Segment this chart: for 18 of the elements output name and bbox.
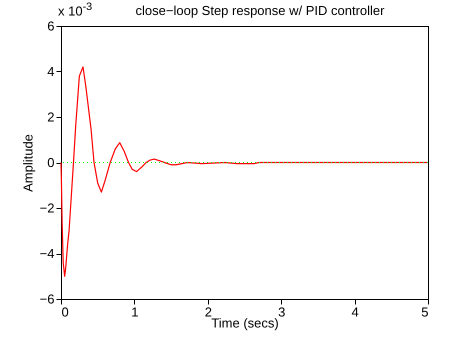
x-tick-label: 3 (278, 304, 286, 320)
y-tick-label: 0 (47, 155, 54, 170)
x-tick-label: 2 (204, 304, 212, 320)
y-tick-label: 4 (47, 64, 54, 79)
y-tick-label: −2 (40, 200, 54, 216)
y-tick-label: −4 (40, 246, 54, 261)
y-axis-title: Amplitude (20, 134, 36, 192)
chart-title: close−loop Step response w/ PID controller (134, 3, 386, 18)
x-tick-label: 1 (131, 304, 139, 320)
y-tick-label: 6 (47, 18, 54, 34)
x-tick-label: 0 (62, 304, 69, 320)
y-tick-label: 2 (47, 110, 54, 124)
x-tick-label: 5 (421, 304, 428, 320)
text: x 10$^{-3}$ (58, 1, 92, 18)
line-series (60, 66, 429, 277)
x-axis-title: Time (secs) (211, 316, 279, 330)
y-tick-label: −6 (40, 292, 54, 306)
x-tick-label: 4 (351, 304, 359, 320)
